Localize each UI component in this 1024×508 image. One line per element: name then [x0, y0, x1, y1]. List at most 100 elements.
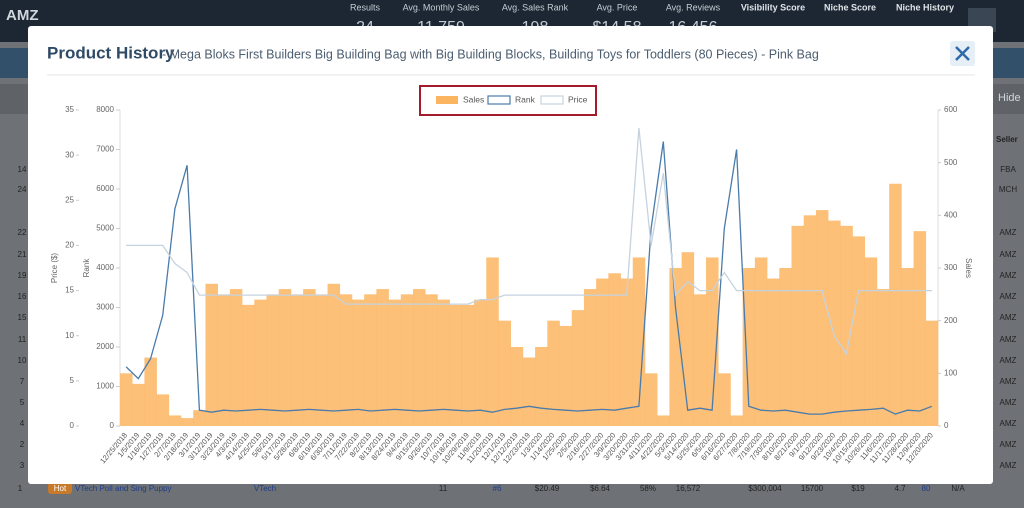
row-cell: $19 — [851, 484, 865, 493]
sales-bar — [925, 320, 939, 426]
row-number: 7 — [20, 377, 25, 386]
row-number: 22 — [18, 228, 27, 237]
legend-label: Price — [568, 94, 588, 104]
sales-bar — [608, 273, 621, 426]
stat-label: Avg. Price — [597, 2, 638, 12]
seller: AMZ — [1000, 335, 1017, 344]
sales-bar — [181, 418, 194, 426]
sales-bar — [901, 268, 914, 426]
sales-bar — [278, 289, 292, 426]
sales-bar — [303, 289, 316, 426]
seller: AMZ — [1000, 419, 1017, 428]
sales-bar — [400, 294, 414, 426]
y3-tick-label: 6000 — [96, 184, 114, 193]
sales-bar — [193, 410, 206, 426]
y-axis-title: Price ($) — [50, 253, 59, 284]
row-cell: 58% — [640, 484, 656, 493]
sales-bar — [327, 283, 341, 426]
seller: MCH — [999, 185, 1017, 194]
row-cell: 80 — [922, 484, 931, 493]
sales-bar — [120, 373, 133, 426]
legend-label: Rank — [515, 94, 536, 104]
sales-bar — [315, 294, 328, 426]
sales-bar — [571, 310, 585, 426]
sales-bar — [632, 257, 646, 426]
row-number: 10 — [18, 356, 27, 365]
row-number: 11 — [18, 335, 27, 344]
sales-bar — [779, 268, 792, 426]
sales-bar — [217, 294, 231, 426]
legend-highlight — [419, 85, 597, 116]
row-cell: VTech Poll and Sing Puppy — [75, 484, 172, 493]
logo: AMZ — [6, 7, 39, 24]
y2-tick-label: 300 — [944, 263, 958, 272]
sales-bar — [437, 299, 450, 426]
hide-button[interactable]: Hide — [998, 92, 1021, 104]
sales-bar — [498, 320, 511, 426]
y3-tick-label: 7000 — [96, 145, 114, 154]
row-cell: 11 — [439, 484, 448, 493]
sales-bar — [461, 304, 475, 426]
sales-bar — [339, 294, 353, 426]
sales-bar — [754, 257, 768, 426]
sales-bar — [706, 257, 719, 426]
legend-label: Sales — [463, 94, 484, 104]
modal-title: Product History — [47, 43, 175, 62]
stat-label: Avg. Reviews — [666, 2, 721, 12]
sales-bar — [791, 225, 805, 426]
row-cell: $20.49 — [535, 484, 560, 493]
sales-bar — [376, 289, 389, 426]
sales-bar — [828, 220, 841, 426]
sales-bar — [449, 304, 463, 426]
sales-bar — [168, 415, 182, 426]
sales-bar — [596, 278, 609, 426]
sales-bar — [535, 347, 548, 426]
sales-bar — [388, 299, 402, 426]
seller: AMZ — [1000, 313, 1017, 322]
sales-bar — [889, 183, 902, 426]
sales-bar — [364, 294, 377, 426]
seller: AMZ — [1000, 271, 1017, 280]
sales-bar — [803, 215, 817, 426]
sales-bar — [583, 289, 597, 426]
y3-tick-label: 5000 — [96, 224, 114, 233]
y-tick-label: 35 — [65, 105, 74, 114]
sales-bar — [718, 373, 731, 426]
sales-bar — [620, 278, 634, 426]
sales-bar — [474, 299, 487, 426]
sales-bar — [742, 268, 756, 426]
sales-bar — [229, 289, 243, 426]
y2-tick-label: 500 — [944, 158, 958, 167]
seller: AMZ — [1000, 398, 1017, 407]
sales-bar — [156, 394, 170, 426]
seller: AMZ — [1000, 228, 1017, 237]
row-number: 16 — [18, 292, 27, 301]
y2-tick-label: 0 — [944, 421, 949, 430]
sales-bar — [644, 373, 658, 426]
row-cell: Hot — [54, 484, 67, 493]
row-cell: $300,004 — [748, 484, 782, 493]
row-number: 14 — [18, 165, 27, 174]
sales-bar — [132, 383, 145, 426]
seller: FBA — [1000, 165, 1016, 174]
line-series — [126, 128, 932, 356]
sales-bar — [852, 236, 866, 426]
row-number: 21 — [18, 250, 27, 259]
row-cell: 15700 — [801, 484, 824, 493]
y3-tick-label: 4000 — [96, 263, 114, 272]
row-cell: 4.7 — [894, 484, 906, 493]
row-number: 24 — [18, 185, 27, 194]
seller-header: Seller — [996, 135, 1018, 144]
row-number: 2 — [20, 440, 25, 449]
hot-badge — [48, 482, 72, 494]
y3-tick-label: 3000 — [96, 303, 114, 312]
y-tick-label: 10 — [65, 331, 74, 340]
sales-bar — [351, 299, 365, 426]
sales-bar — [864, 257, 878, 426]
sales-bar — [669, 268, 682, 426]
y3-tick-label: 1000 — [96, 382, 114, 391]
niche-tab: Niche History — [896, 2, 954, 12]
sales-bar — [510, 347, 524, 426]
sales-bar — [486, 257, 499, 426]
y-tick-label: 25 — [65, 195, 74, 204]
